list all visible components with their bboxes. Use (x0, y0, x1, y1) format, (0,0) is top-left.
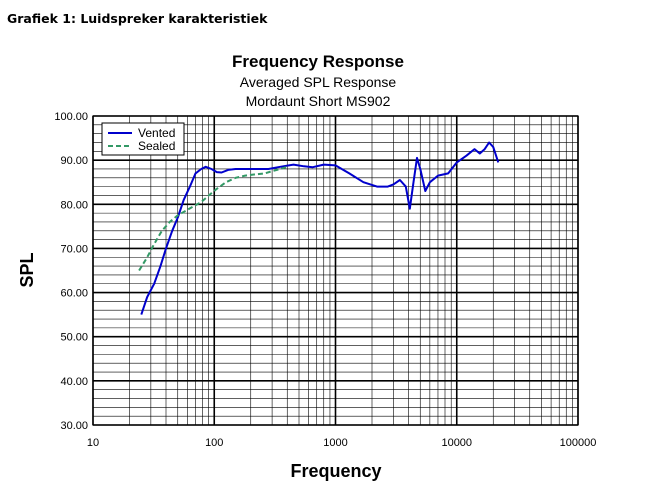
y-tick-label: 30.00 (60, 420, 88, 432)
figure-caption: Grafiek 1: Luidspreker karakteristiek (7, 11, 268, 26)
series-line-vented (140, 141, 500, 315)
chart-subtitle-2: Mordaunt Short MS902 (246, 93, 391, 109)
y-axis-label: SPL (17, 252, 37, 287)
chart-title: Frequency Response (232, 52, 404, 71)
legend-box (101, 122, 185, 156)
y-tick-label: 70.00 (60, 243, 88, 255)
plot-area: 30.00 40.00 50.00 60.00 70.00 80.00 90.00 100.0… (54, 111, 596, 449)
x-tick-label: 100 (205, 437, 223, 449)
x-tick-label: 10000 (441, 437, 472, 449)
x-tick-label: 1000 (323, 437, 347, 449)
x-axis-label: Frequency (290, 461, 381, 481)
y-tick-label: 90.00 (60, 155, 88, 167)
plot-border (92, 115, 579, 426)
y-tick-label: 80.00 (60, 199, 88, 211)
x-tick-label: 100000 (560, 437, 597, 449)
legend-label-vented: Vented (138, 126, 175, 140)
y-tick-label: 60.00 (60, 288, 88, 300)
y-tick-label: 50.00 (60, 332, 88, 344)
y-tick-label: 100.00 (54, 111, 88, 123)
series-line-sealed (138, 165, 288, 272)
chart-subtitle-1: Averaged SPL Response (240, 74, 397, 90)
legend-label-sealed: Sealed (138, 139, 175, 153)
y-tick-label: 40.00 (60, 376, 88, 388)
x-tick-label: 10 (87, 437, 99, 449)
